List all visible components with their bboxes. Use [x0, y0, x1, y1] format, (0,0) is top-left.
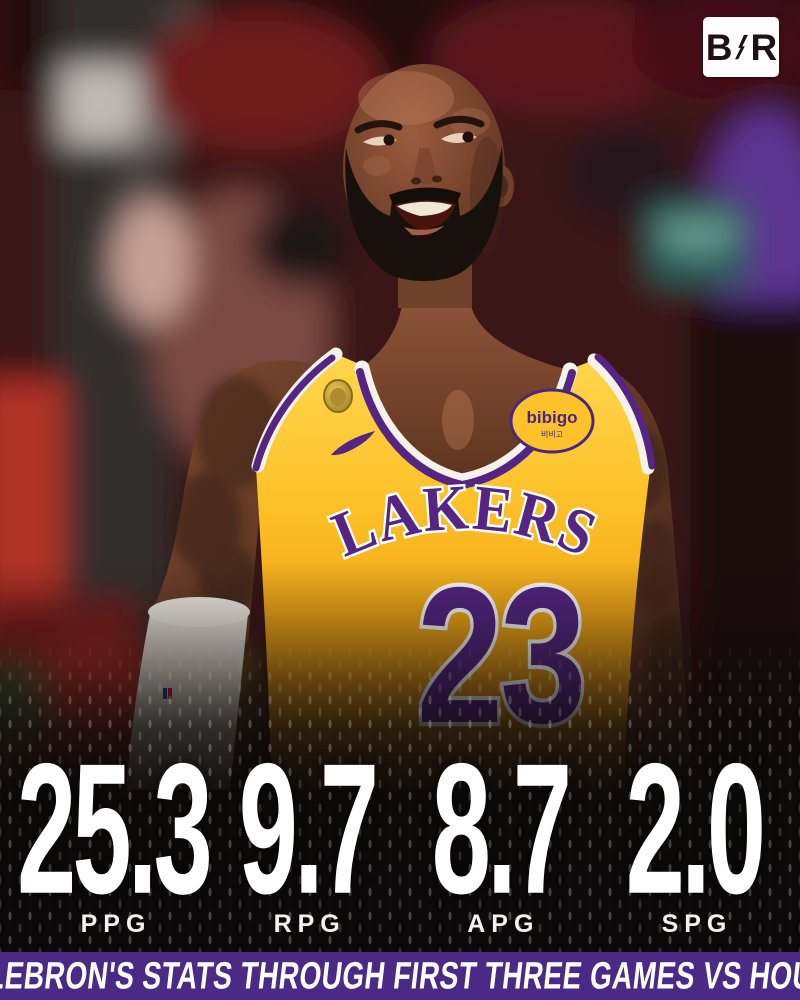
stat-label: PPG — [80, 910, 152, 938]
caption-text: LEBRON'S STATS THROUGH FIRST THREE GAMES… — [0, 953, 800, 998]
stat-value: 25.3 — [17, 724, 213, 932]
stat-apg: 8.7 APG — [409, 724, 591, 948]
sponsor-text: bibigo — [527, 408, 578, 427]
stat-value: 8.7 — [432, 724, 572, 932]
stat-ppg: 25.3 PPG — [17, 724, 213, 948]
championship-patch-icon — [323, 379, 353, 413]
bleacher-report-logo: B R — [703, 17, 779, 77]
stat-label: SPG — [661, 910, 733, 938]
stat-value: 2.0 — [625, 724, 766, 932]
stat-label: APG — [467, 910, 540, 938]
logo-letter-b: B — [705, 26, 733, 68]
logo-letter-r: R — [750, 26, 778, 68]
sponsor-patch: bibigo 비비고 — [509, 388, 595, 454]
sponsor-korean-text: 비비고 — [541, 430, 563, 439]
stats-row: 25.3 PPG 9.7 RPG 8.7 APG 2.0 SPG — [0, 724, 800, 948]
stat-label: RPG — [273, 910, 346, 938]
stat-value: 9.7 — [238, 724, 378, 932]
caption-banner: LEBRON'S STATS THROUGH FIRST THREE GAMES… — [0, 952, 800, 1000]
logo-bolt-icon — [734, 34, 748, 60]
jersey: bibigo 비비고 LAKERS 23 — [251, 290, 656, 790]
stat-spg: 2.0 SPG — [603, 724, 785, 948]
stat-rpg: 9.7 RPG — [216, 724, 398, 948]
